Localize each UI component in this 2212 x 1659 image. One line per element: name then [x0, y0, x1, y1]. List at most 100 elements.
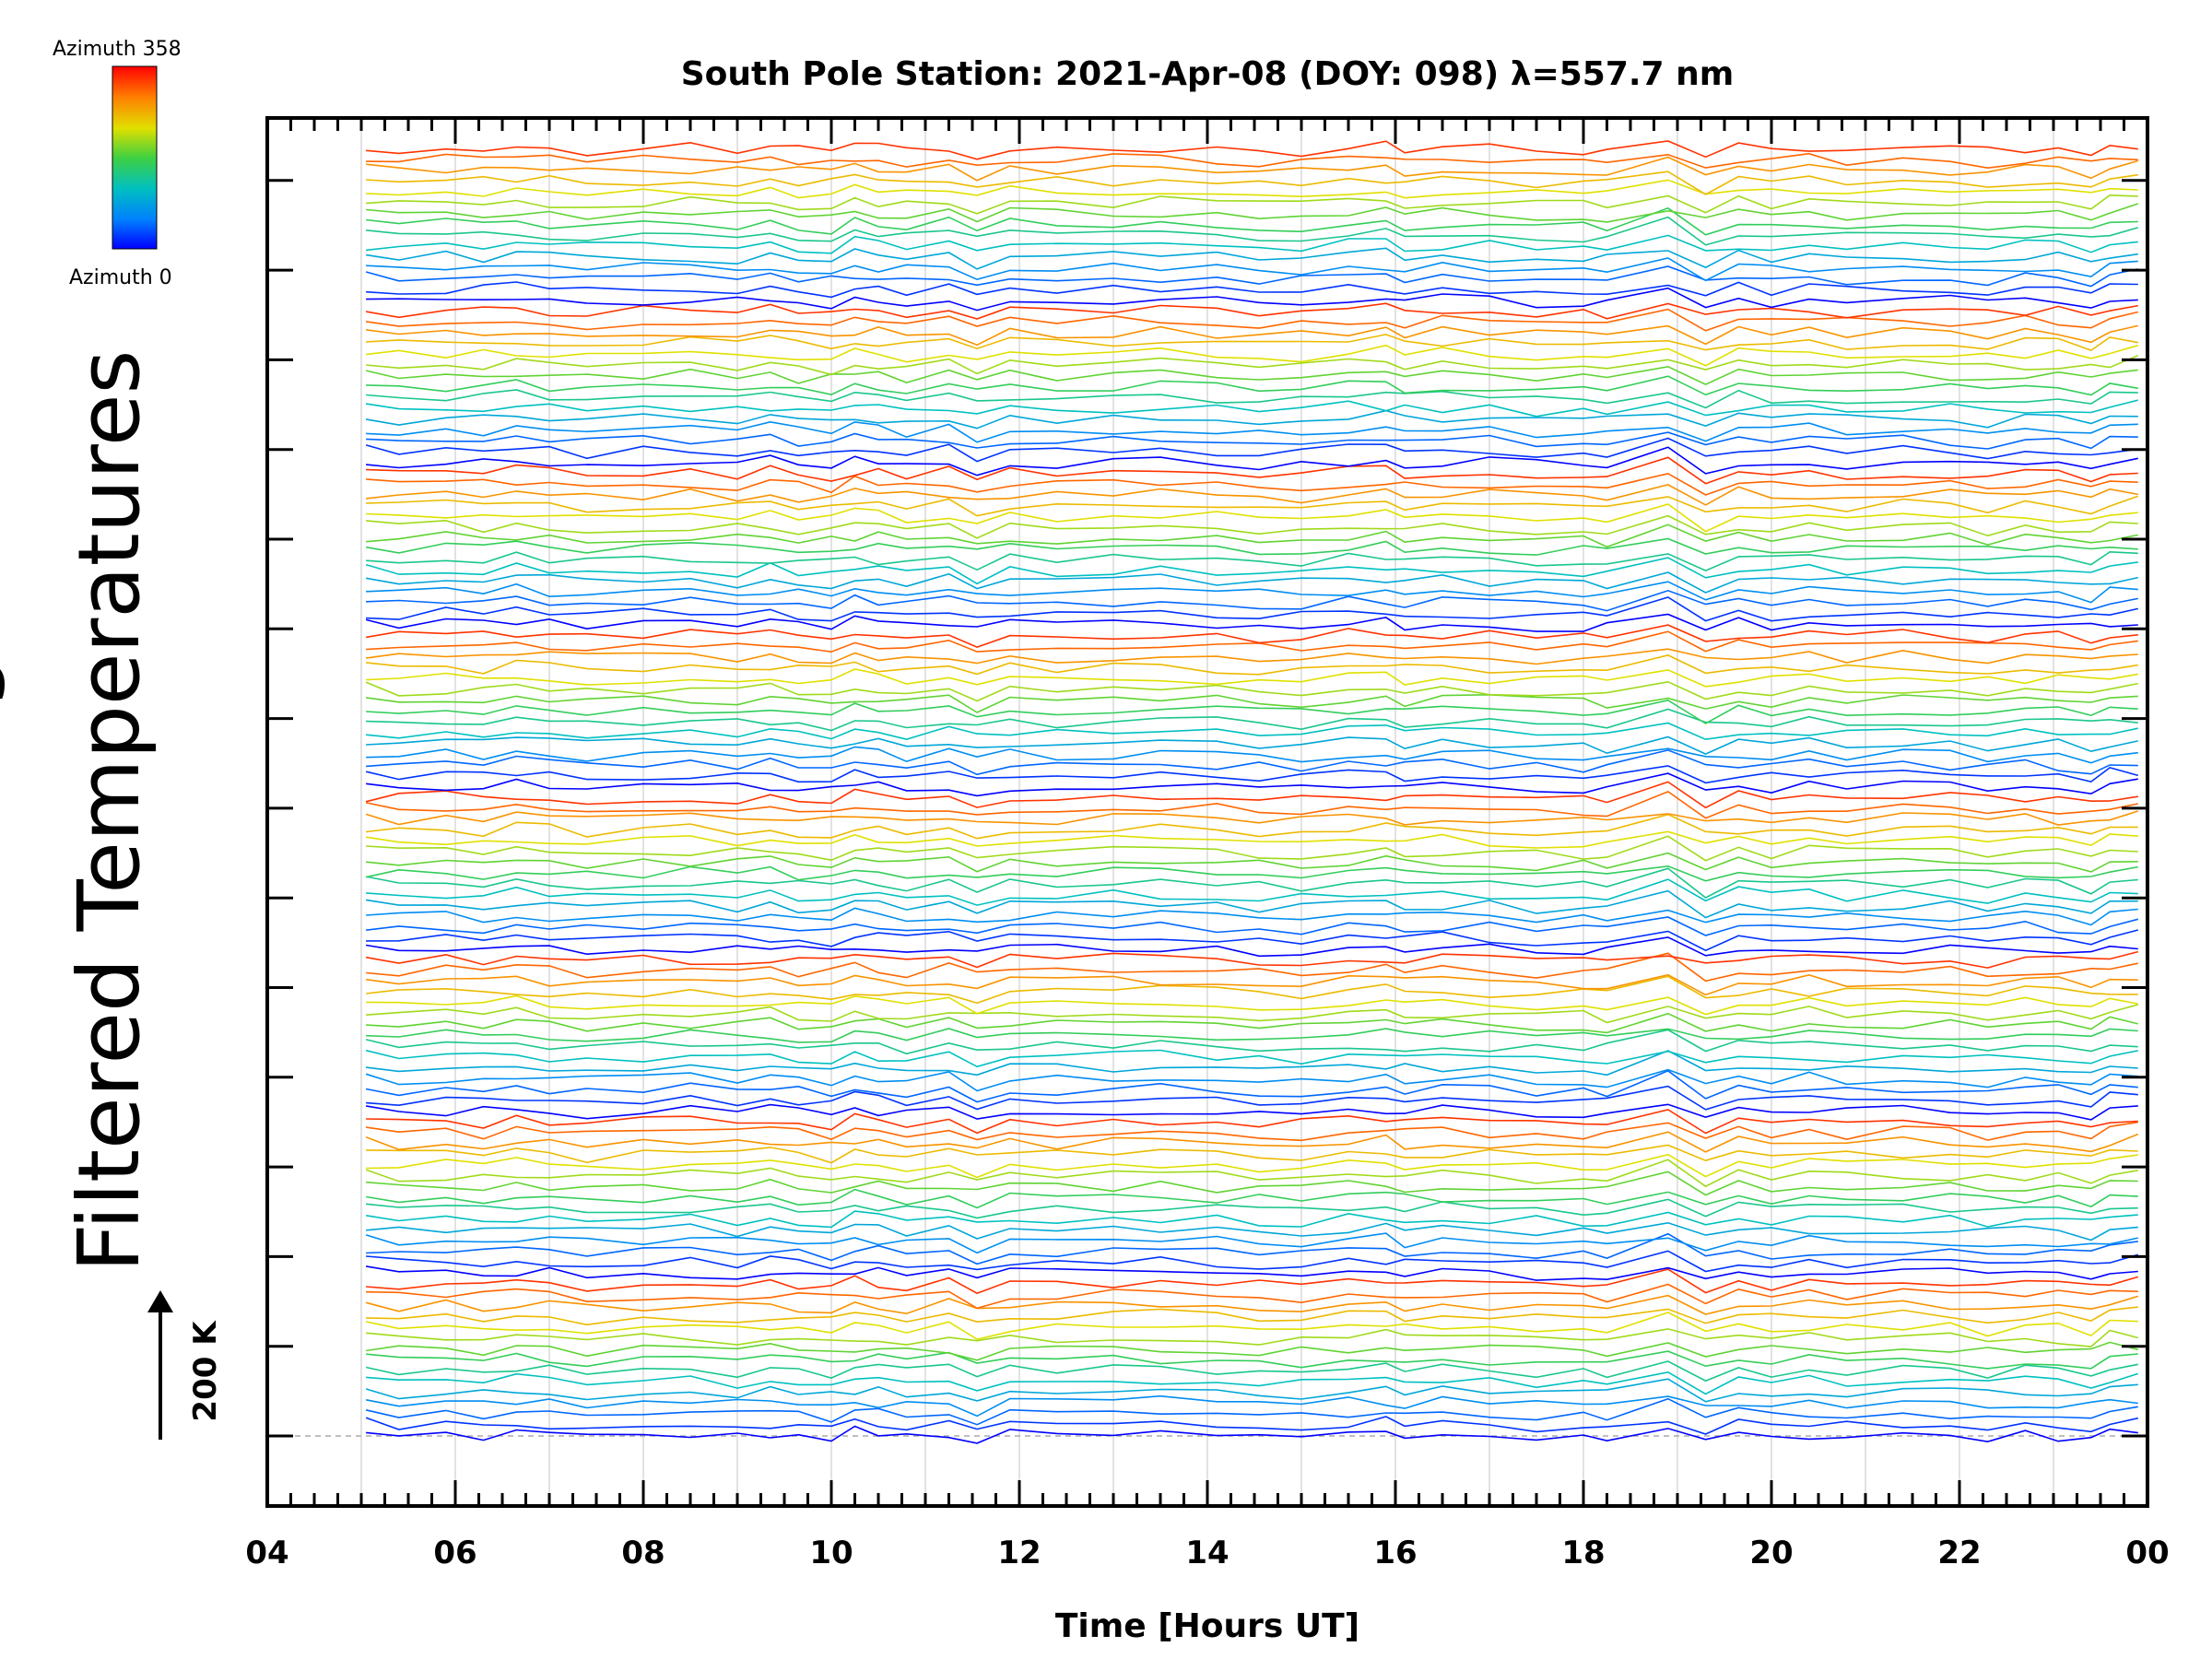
series-line	[366, 596, 2138, 622]
x-tick-label: 06	[433, 1535, 477, 1571]
series-line	[365, 1397, 2138, 1426]
series-line	[366, 194, 2138, 215]
series-line	[366, 722, 2138, 741]
y-axis-label-cut: g	[0, 655, 7, 709]
series-line	[365, 1341, 2139, 1361]
series-line	[365, 1188, 2138, 1209]
series-line	[365, 693, 2138, 713]
series-line	[365, 867, 2138, 899]
series-line	[365, 1312, 2138, 1341]
y-axis-label: Filtered Temperatures	[60, 350, 159, 1273]
series-line	[365, 247, 2138, 270]
series-line	[366, 1232, 2138, 1265]
series-line	[366, 581, 2138, 604]
series-line	[365, 1294, 2139, 1315]
series-line	[366, 1221, 2138, 1241]
series-line	[366, 1198, 2138, 1219]
series-line	[366, 1144, 2138, 1164]
series-line	[366, 1268, 2139, 1295]
series-line	[365, 1068, 2138, 1092]
series-line	[365, 865, 2138, 882]
series-line	[365, 1069, 2138, 1103]
series-line	[366, 524, 2138, 548]
series-line	[365, 1378, 2138, 1403]
series-line	[366, 772, 2138, 797]
series-line	[365, 324, 2138, 347]
series-line	[366, 156, 2139, 182]
series-line	[366, 257, 2138, 282]
series-line	[365, 1416, 2138, 1435]
series-line	[366, 550, 2138, 571]
series-line	[365, 648, 2138, 665]
series-line	[366, 1004, 2139, 1024]
series-line	[365, 399, 2138, 418]
series-line	[366, 589, 2138, 612]
scale-bar-label: 200 K	[187, 1320, 224, 1422]
series-line	[365, 571, 2138, 594]
colorbar-gradient	[112, 65, 158, 250]
series-line	[366, 203, 2139, 223]
x-tick-label: 16	[1373, 1535, 1417, 1571]
series-line	[366, 1012, 2138, 1034]
series-line	[365, 973, 2138, 996]
series-line	[365, 1265, 2138, 1281]
x-tick-label: 22	[1937, 1535, 1981, 1571]
series-line	[366, 495, 2139, 517]
series-line	[365, 1029, 2138, 1055]
series-line	[366, 1050, 2138, 1077]
series-line	[366, 929, 2139, 952]
series-line	[366, 1371, 2139, 1395]
colorbar-top-label: Azimuth 358	[53, 38, 182, 61]
series-line	[365, 810, 2139, 826]
series-line	[366, 514, 2138, 539]
series-line	[366, 484, 2138, 506]
series-line	[366, 907, 2138, 926]
series-line	[366, 152, 2138, 170]
series-line	[366, 456, 2138, 485]
series-line	[366, 344, 2139, 367]
series-line	[366, 281, 2138, 299]
series-line	[366, 1250, 2139, 1273]
series-line	[365, 437, 2138, 463]
series-line	[366, 835, 2138, 862]
series-line	[365, 624, 2138, 648]
series-line	[366, 216, 2139, 246]
series-line	[366, 334, 2138, 351]
x-tick-label: 14	[1185, 1535, 1229, 1571]
series-line	[365, 1103, 2138, 1121]
series-line	[366, 668, 2138, 688]
series-line	[365, 613, 2138, 632]
series-line	[365, 365, 2138, 385]
series-line	[366, 994, 2138, 1016]
x-tick-label: 08	[621, 1535, 665, 1571]
series-line	[365, 409, 2138, 429]
series-line	[366, 472, 2138, 496]
x-tick-label: 18	[1561, 1535, 1605, 1571]
series-line	[366, 708, 2138, 732]
series-line	[366, 179, 2138, 199]
series-line	[366, 354, 2139, 376]
series-line	[366, 952, 2138, 982]
series-line	[366, 1153, 2138, 1179]
series-line	[366, 140, 2138, 160]
series-line	[366, 1283, 2138, 1310]
series-line	[365, 781, 2138, 809]
series-line	[366, 1109, 2138, 1135]
series-line	[366, 813, 2138, 840]
series-line	[366, 431, 2138, 450]
series-line	[365, 1360, 2138, 1382]
series-line	[366, 206, 2138, 236]
series-line	[366, 446, 2138, 477]
series-layer	[365, 140, 2139, 1444]
x-axis-label: Time [Hours UT]	[1055, 1607, 1359, 1645]
series-line	[365, 557, 2138, 585]
series-line	[365, 308, 2138, 332]
series-line	[365, 680, 2138, 702]
series-line	[366, 171, 2138, 195]
x-tick-label: 10	[809, 1535, 853, 1571]
series-line	[366, 389, 2138, 409]
series-line	[365, 889, 2138, 919]
series-line	[365, 790, 2138, 819]
series-line	[365, 950, 2139, 969]
